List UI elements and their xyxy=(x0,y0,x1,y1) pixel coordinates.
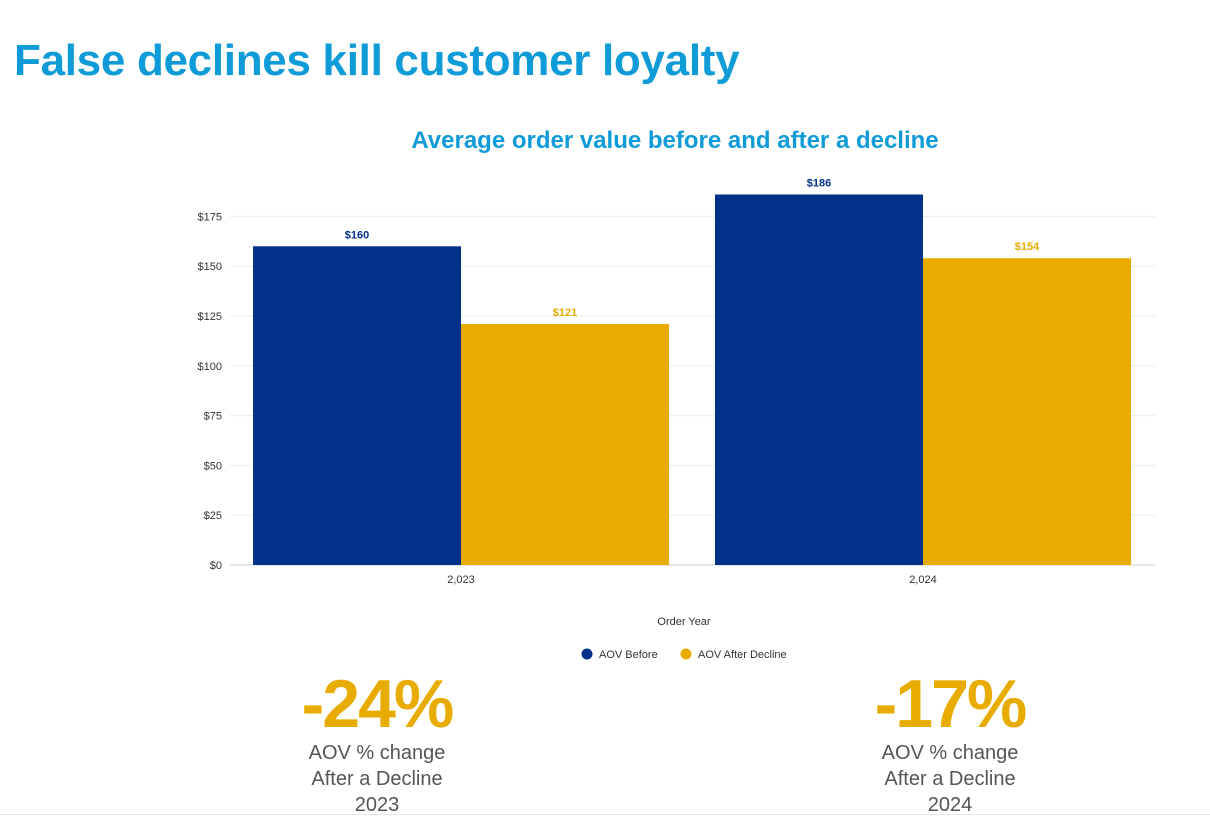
y-tick-label: $150 xyxy=(198,261,222,273)
stat-2023-value: -24% xyxy=(301,666,455,742)
data-label: $121 xyxy=(553,307,577,319)
y-tick-label: $125 xyxy=(198,311,222,323)
stat-2024-value: -17% xyxy=(874,666,1028,742)
bottom-divider xyxy=(0,814,1210,815)
bar-aov-before-0 xyxy=(253,246,461,565)
data-label: $160 xyxy=(345,229,369,241)
x-tick-label: 2,023 xyxy=(447,574,475,586)
stat-2024: -17% AOV % change After a Decline 2024 xyxy=(820,668,1080,818)
legend-label: AOV After Decline xyxy=(698,649,787,661)
bar-aov-after-decline-0 xyxy=(461,323,669,565)
stat-2024-label-line3: 2024 xyxy=(927,794,973,816)
bar-aov-before-1 xyxy=(715,194,923,565)
x-tick-label: 2,024 xyxy=(909,574,937,586)
legend-swatch-1 xyxy=(680,648,692,660)
bar-aov-after-decline-1 xyxy=(923,258,1131,565)
x-axis-title: Order Year xyxy=(657,616,711,628)
legend-swatch-0 xyxy=(581,648,593,660)
legend-label: AOV Before xyxy=(599,649,658,661)
y-tick-label: $0 xyxy=(210,560,222,572)
y-tick-label: $175 xyxy=(198,211,222,223)
stat-2023-label-line2: After a Decline xyxy=(311,768,443,790)
stat-2023: -24% AOV % change After a Decline 2023 xyxy=(247,668,507,818)
bar-chart: $0 $25 $50 $75 $100 $125 $150 $175 $160 $121 2,023… xyxy=(198,177,1155,661)
stat-2023-label-line1: AOV % change xyxy=(308,742,446,764)
y-tick-label: $50 xyxy=(204,460,222,472)
y-tick-label: $100 xyxy=(198,361,222,373)
y-tick-label: $25 xyxy=(204,510,222,522)
chart-title: Average order value before and after a d… xyxy=(411,127,939,154)
stat-2023-label-line3: 2023 xyxy=(354,794,400,816)
y-tick-label: $75 xyxy=(204,411,222,423)
stat-2024-label-line2: After a Decline xyxy=(884,768,1016,790)
data-label: $186 xyxy=(807,177,831,189)
stat-2024-label-line1: AOV % change xyxy=(881,742,1019,764)
page-headline: False declines kill customer loyalty xyxy=(14,36,740,85)
data-label: $154 xyxy=(1015,241,1040,253)
